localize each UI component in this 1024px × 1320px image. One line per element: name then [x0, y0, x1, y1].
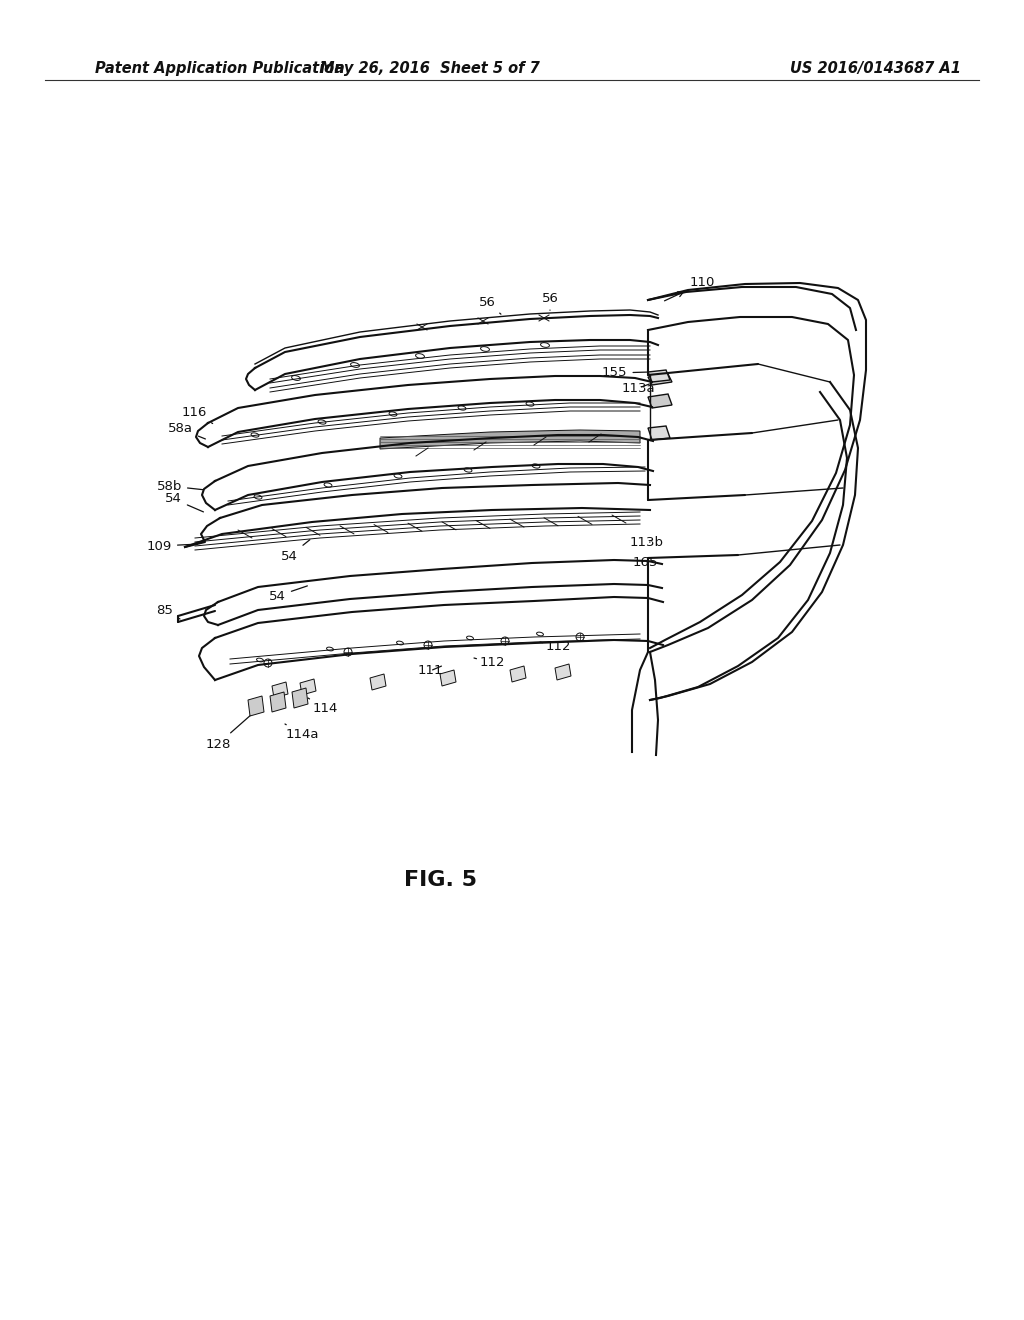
Text: 155: 155	[602, 367, 647, 380]
Text: 111: 111	[417, 664, 442, 677]
Text: 58b: 58b	[157, 479, 203, 492]
Text: FIG. 5: FIG. 5	[403, 870, 476, 890]
Text: 54: 54	[269, 586, 307, 602]
Text: 113b: 113b	[630, 536, 664, 549]
Text: May 26, 2016  Sheet 5 of 7: May 26, 2016 Sheet 5 of 7	[321, 61, 540, 75]
Text: 85: 85	[156, 603, 180, 619]
Text: 116: 116	[181, 405, 213, 424]
Text: 128: 128	[206, 715, 250, 751]
Polygon shape	[648, 374, 672, 385]
Text: 113a: 113a	[622, 381, 655, 395]
Text: 114: 114	[308, 698, 338, 714]
Text: US 2016/0143687 A1: US 2016/0143687 A1	[790, 61, 961, 75]
Polygon shape	[248, 696, 264, 715]
Text: Patent Application Publication: Patent Application Publication	[95, 61, 344, 75]
Text: 56: 56	[478, 296, 501, 314]
Text: 112: 112	[540, 640, 570, 653]
Text: 114a: 114a	[285, 723, 318, 741]
Polygon shape	[440, 671, 456, 686]
Text: 56: 56	[542, 292, 558, 310]
Text: 54: 54	[165, 492, 204, 512]
Text: 58a: 58a	[168, 422, 206, 440]
Text: 112: 112	[474, 656, 505, 669]
Polygon shape	[300, 678, 316, 696]
Polygon shape	[380, 430, 640, 449]
Polygon shape	[272, 682, 288, 698]
Text: 54: 54	[282, 540, 310, 562]
Text: 110: 110	[665, 276, 716, 301]
Polygon shape	[270, 692, 286, 711]
Text: 109: 109	[146, 540, 198, 553]
Polygon shape	[510, 667, 526, 682]
Polygon shape	[292, 688, 308, 708]
Polygon shape	[648, 370, 670, 381]
Polygon shape	[555, 664, 571, 680]
Polygon shape	[370, 675, 386, 690]
Polygon shape	[648, 426, 670, 440]
Polygon shape	[648, 393, 672, 408]
Text: 165: 165	[633, 556, 658, 569]
